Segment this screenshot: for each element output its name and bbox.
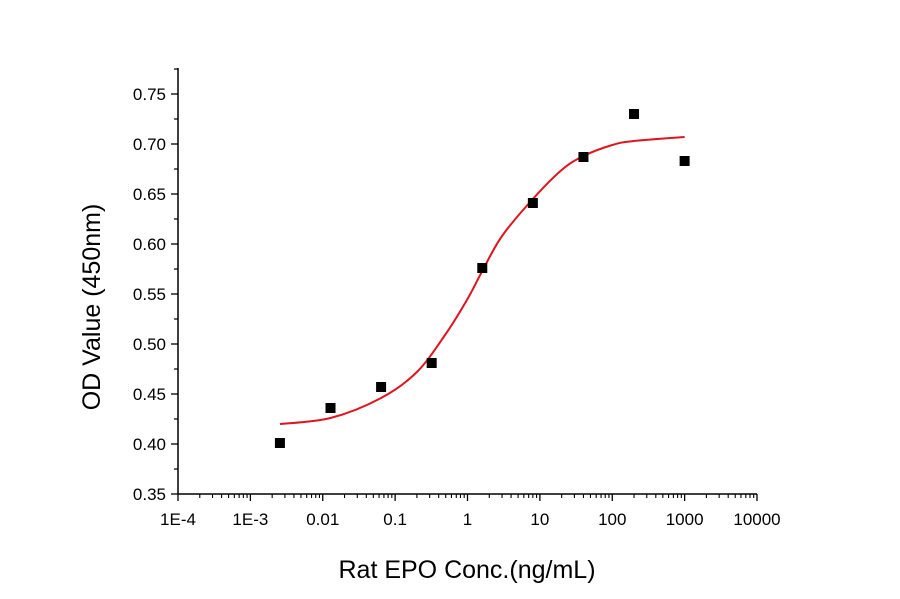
y-tick-label: 0.55 [133,285,166,304]
ticks: 0.35 0.40 0.45 0.50 0.55 0.60 0.65 0.70 0.75 1E-4… [133,68,781,529]
x-tick-label: 10000 [733,510,780,529]
y-tick-label: 0.70 [133,135,166,154]
data-point [578,152,589,162]
y-tick-label: 0.45 [133,385,166,404]
data-point [527,198,538,208]
data-point [426,358,437,368]
data-point [274,438,285,448]
y-tick-label: 0.40 [133,435,166,454]
axes [177,68,757,495]
x-tick-label: 0.1 [383,510,407,529]
data-point [477,263,488,273]
x-tick-label: 1000 [666,510,704,529]
x-tick-label: 0.01 [306,510,339,529]
data-point [679,156,690,166]
data-point [376,382,387,392]
y-axis-label: OD Value (450nm) [78,204,106,411]
y-tick-label: 0.35 [133,485,166,504]
x-tick-label: 100 [598,510,626,529]
x-tick-label: 1 [463,510,472,529]
x-axis-label: Rat EPO Conc.(ng/mL) [338,556,595,584]
y-tick-label: 0.50 [133,335,166,354]
data-point [629,109,640,119]
data-points [274,109,690,448]
x-tick-label: 1E-3 [232,510,268,529]
x-tick-label: 1E-4 [160,510,196,529]
y-tick-label: 0.65 [133,185,166,204]
fit-curve [279,136,685,425]
y-tick-label: 0.60 [133,235,166,254]
data-point [325,403,336,413]
y-tick-label: 0.75 [133,85,166,104]
x-tick-label: 10 [530,510,549,529]
